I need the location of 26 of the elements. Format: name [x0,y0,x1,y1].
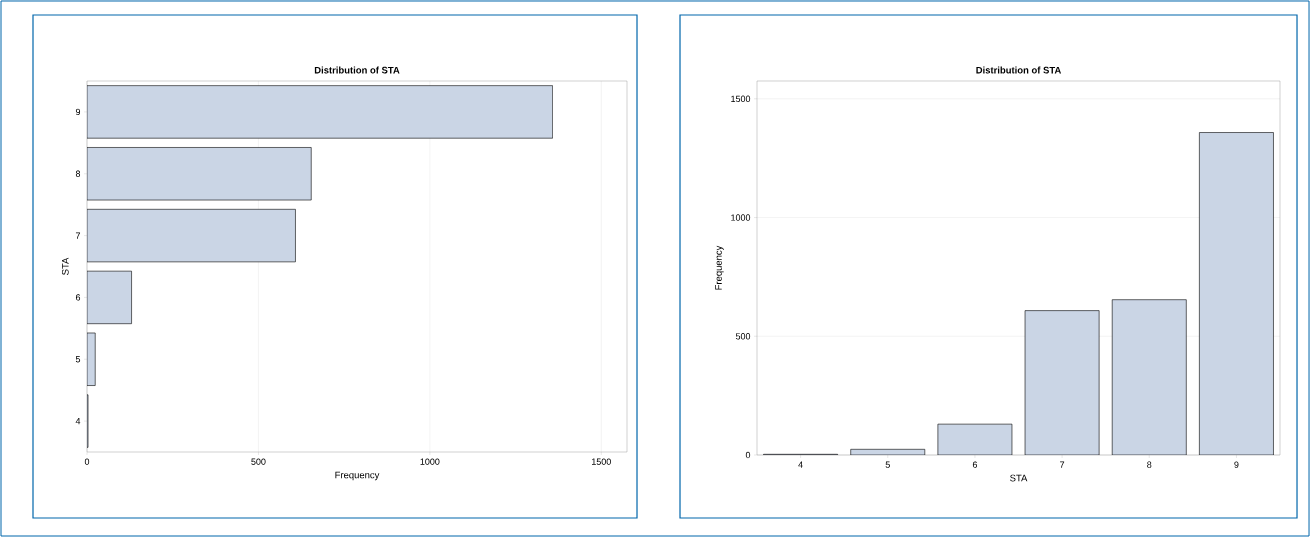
x-tick-label: 7 [1060,461,1065,468]
y-axis-title: Frequency [715,245,724,290]
chart-title: Distribution of STA [314,66,400,74]
x-tick-label: 9 [1234,461,1239,468]
x-tick-label: 4 [798,461,803,468]
x-axis-title: STA [1010,474,1028,482]
x-tick-label: 5 [885,461,890,468]
x-tick-label: 8 [1147,461,1152,468]
chart-title: Distribution of STA [976,66,1062,74]
x-tick-label: 6 [972,461,978,468]
x-axis-title: Frequency [335,471,380,481]
y-tick-label: 0 [745,451,751,459]
y-tick-label: 5 [75,356,81,363]
y-tick-label: 500 [735,333,751,340]
y-tick-label: 6 [75,294,81,301]
y-tick-label: 9 [75,108,81,116]
y-tick-label: 1000 [731,214,751,221]
y-tick-label: 1500 [731,95,751,102]
y-tick-label: 4 [75,418,81,425]
x-tick-label: 1000 [420,458,440,465]
y-tick-label: 8 [75,170,81,177]
y-axis-title: STA [61,257,69,275]
y-tick-label: 7 [75,232,81,239]
x-tick-label: 500 [251,458,266,465]
x-tick-label: 1500 [592,458,611,465]
x-tick-label: 0 [84,458,90,465]
